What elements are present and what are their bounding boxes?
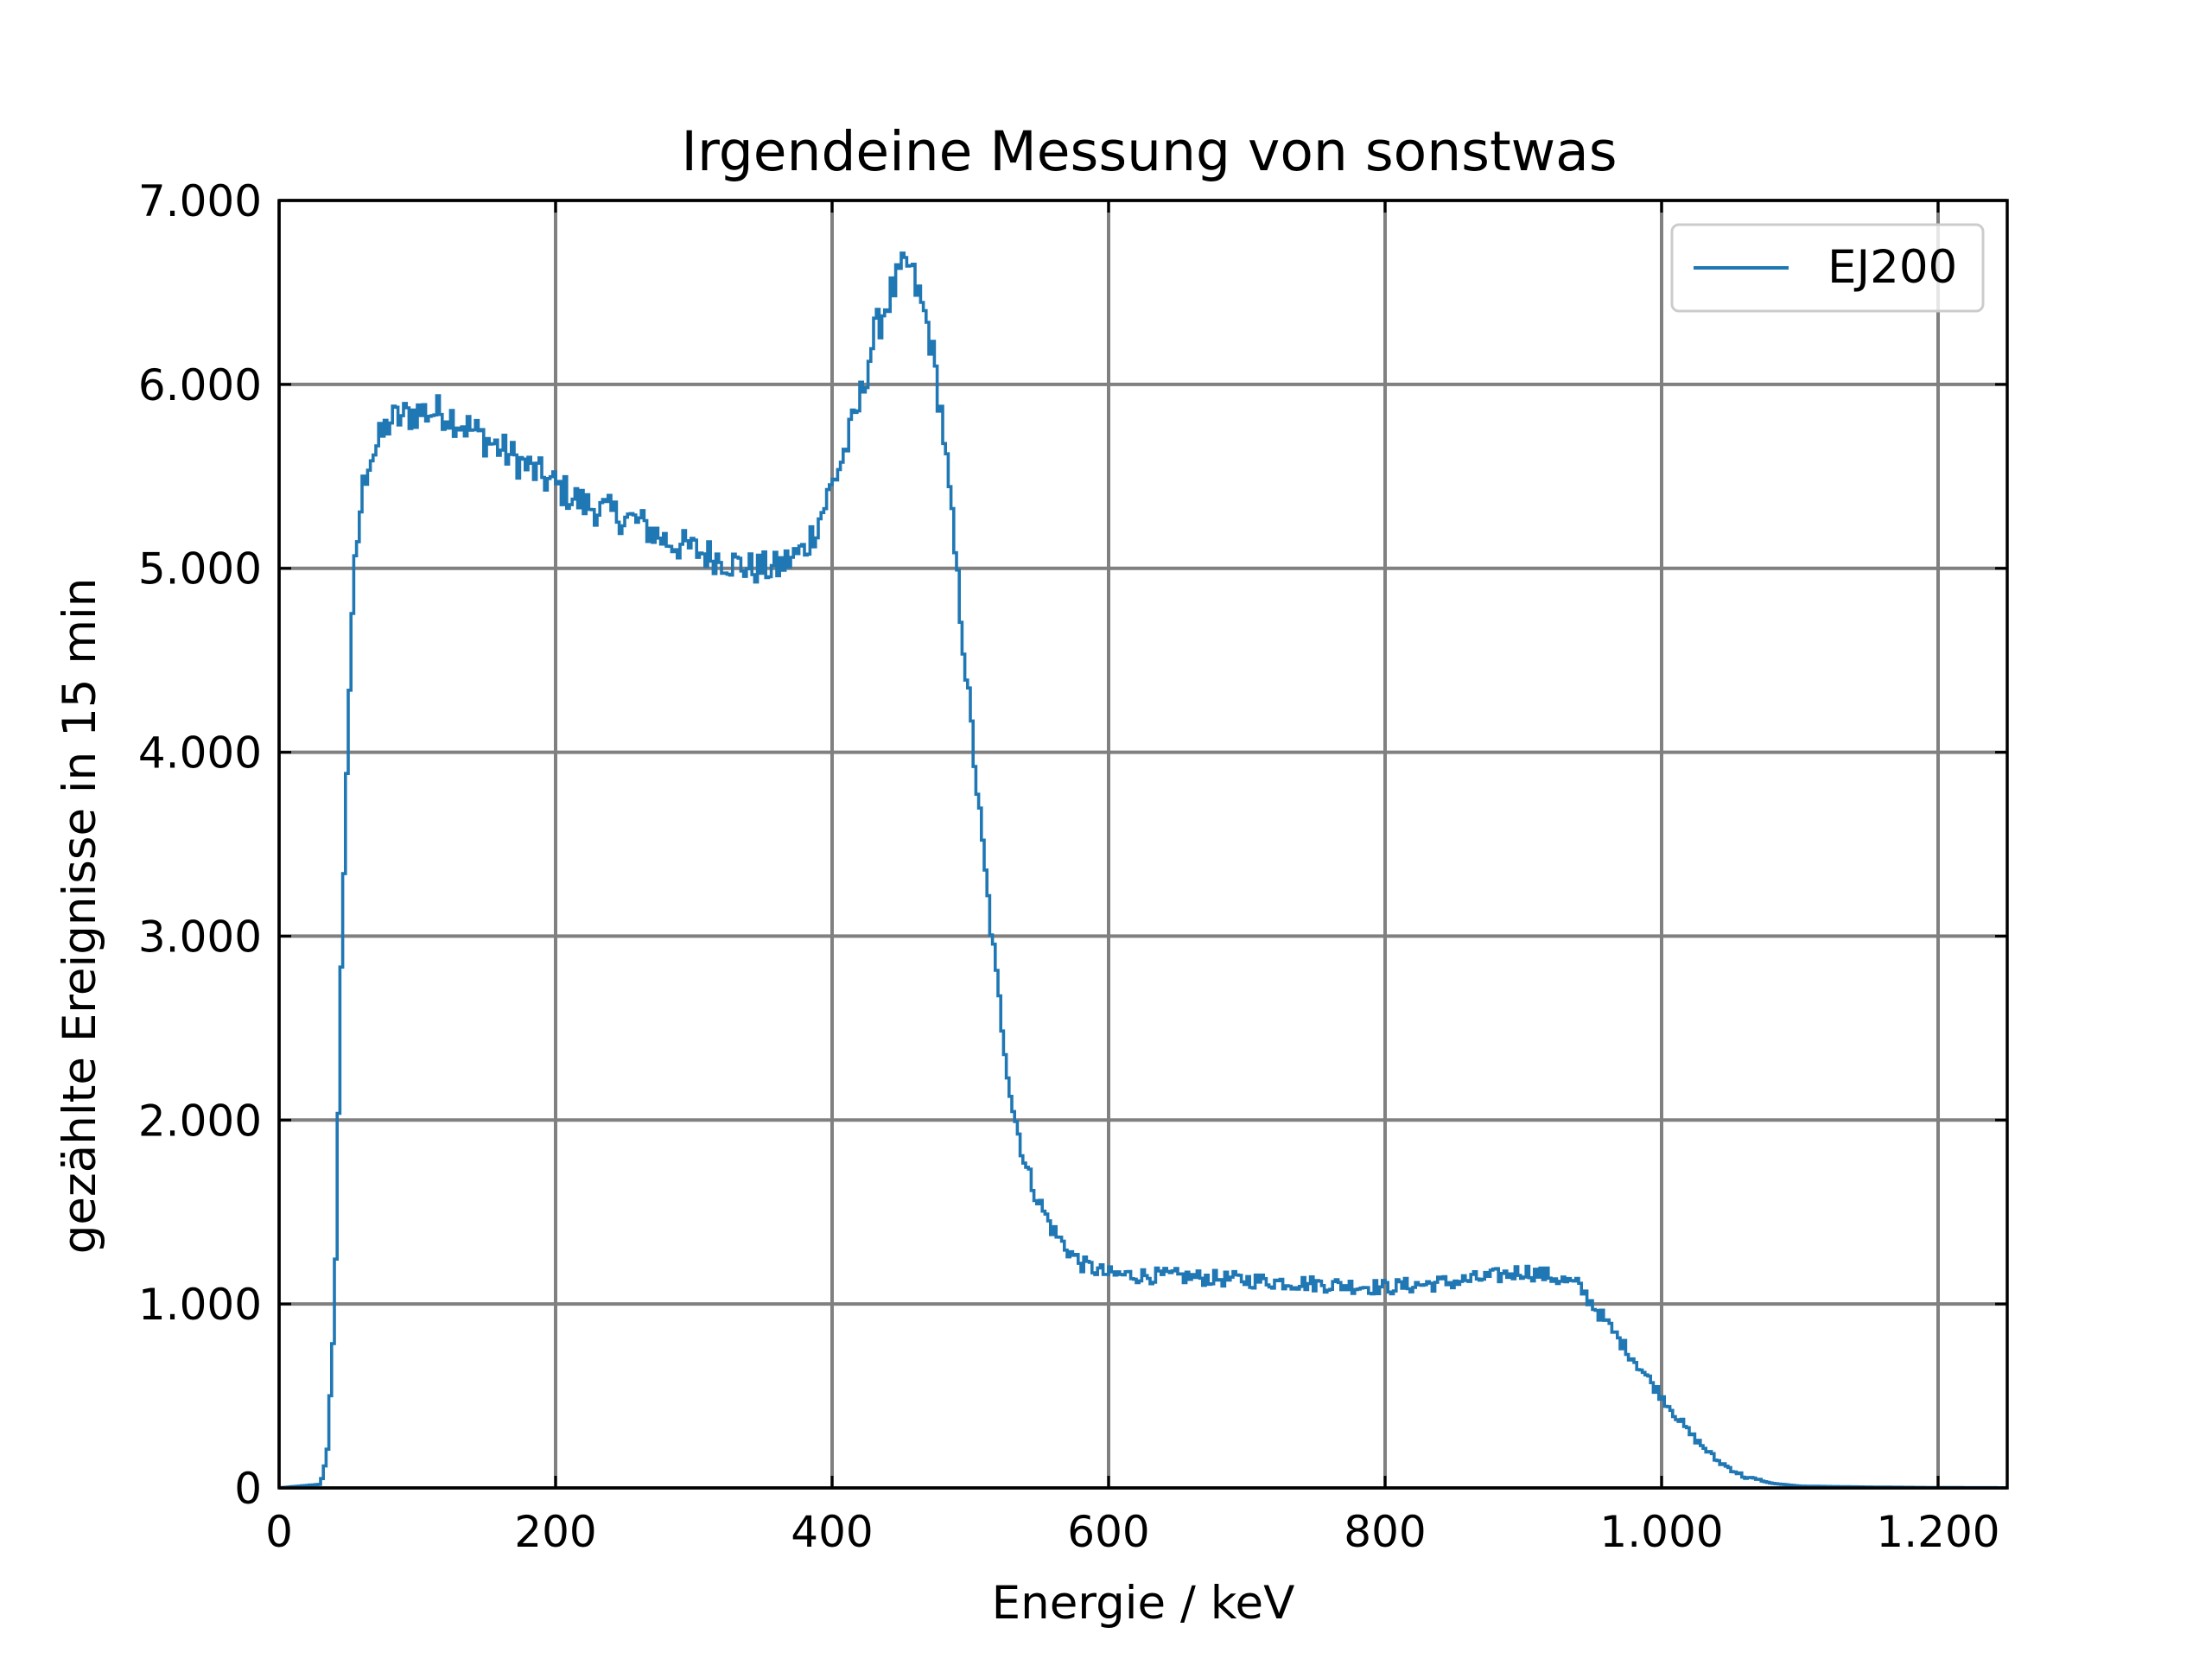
- x-tick-label-3: 600: [1067, 1507, 1149, 1557]
- axes-frame: [277, 199, 2009, 1490]
- plot-frame: [277, 199, 2009, 1490]
- y-tick-label-0: 0: [234, 1464, 262, 1514]
- y-tick-label-4: 4.000: [138, 728, 262, 779]
- plot-series-group: [279, 251, 2007, 1490]
- x-tick-label-6: 1.200: [1876, 1507, 1999, 1557]
- y-axis-label: gezählte Ereignisse in 15 min: [54, 578, 106, 1255]
- y-tick-label-7: 7.000: [138, 176, 262, 226]
- x-tick-label-1: 200: [514, 1507, 596, 1557]
- chart-title: Irgendeine Messung von sonstwas: [681, 120, 1617, 183]
- x-tick-label-0: 0: [265, 1507, 293, 1557]
- y-tick-label-2: 2.000: [138, 1096, 262, 1146]
- series-line-ej200: [279, 251, 2007, 1490]
- x-tick-label-4: 800: [1344, 1507, 1426, 1557]
- legend: EJ200: [1670, 223, 1985, 313]
- axis-ticks: 0 200 400 600 800 1.000 1.200 0 1.000 2.000 3.000 4…: [138, 176, 2007, 1557]
- x-axis-label: Energie / keV: [992, 1577, 1295, 1630]
- y-tick-label-5: 5.000: [138, 544, 262, 594]
- x-tick-label-5: 1.000: [1599, 1507, 1723, 1557]
- y-tick-label-3: 3.000: [138, 912, 262, 962]
- y-tick-label-1: 1.000: [138, 1280, 262, 1330]
- legend-label-ej200: EJ200: [1827, 241, 1957, 294]
- legend-box: [1670, 223, 1985, 313]
- y-tick-label-6: 6.000: [138, 360, 262, 410]
- x-tick-label-2: 400: [791, 1507, 873, 1557]
